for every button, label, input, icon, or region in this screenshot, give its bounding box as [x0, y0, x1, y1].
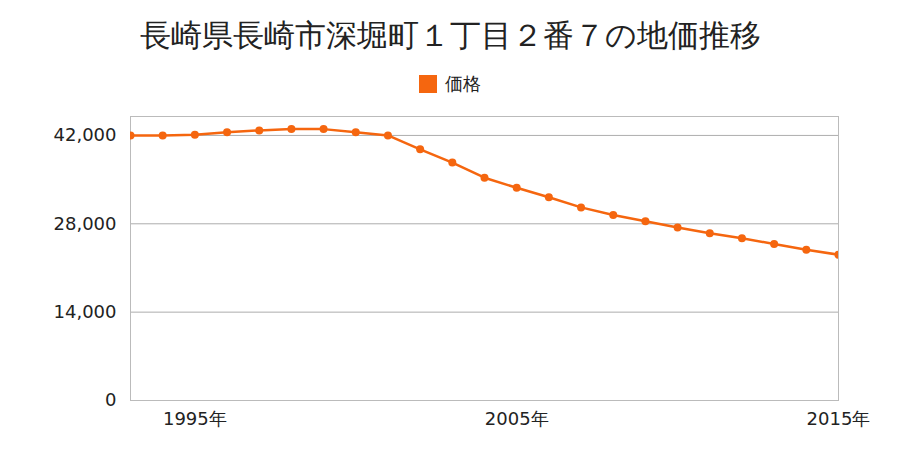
- svg-text:2015年: 2015年: [807, 408, 871, 429]
- html-text:価格: 価格: [445, 73, 481, 94]
- svg-text:2005年: 2005年: [485, 408, 549, 429]
- svg-text:1995年: 1995年: [163, 408, 227, 429]
- svg-text:42,000: 42,000: [54, 124, 117, 145]
- svg-text:28,000: 28,000: [54, 213, 117, 234]
- html-text:長崎県長崎市深堀町１丁目２番７の地価推移: 長崎県長崎市深堀町１丁目２番７の地価推移: [139, 17, 761, 53]
- svg-text:14,000: 14,000: [54, 301, 117, 322]
- svg-text:0: 0: [105, 389, 116, 410]
